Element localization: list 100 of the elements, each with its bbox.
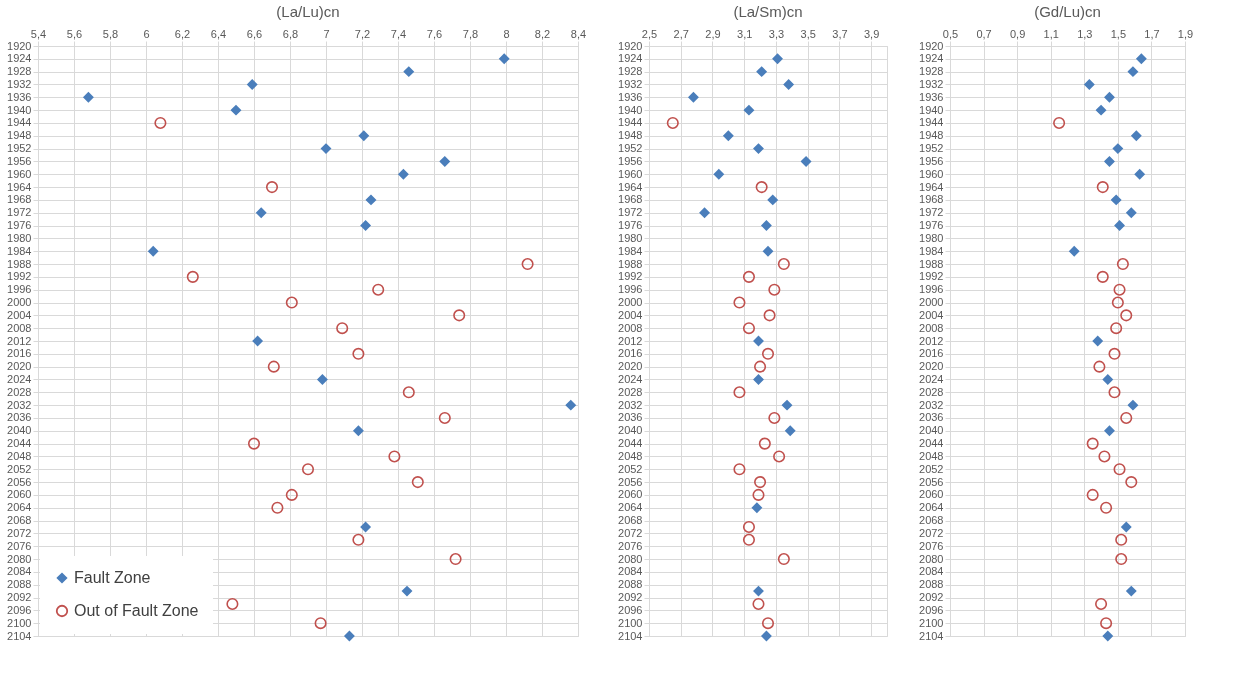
y-tick-label: 1968 bbox=[919, 193, 944, 206]
y-tick-label: 2056 bbox=[919, 475, 944, 488]
y-tick-label: 1940 bbox=[919, 103, 944, 116]
point bbox=[733, 296, 746, 309]
y-tick-label: 1964 bbox=[618, 180, 643, 193]
x-tick-label: 7 bbox=[323, 27, 330, 40]
point bbox=[271, 501, 284, 514]
point bbox=[352, 347, 365, 360]
point bbox=[762, 246, 774, 257]
x-tick-label: 3,1 bbox=[737, 27, 753, 40]
y-tick-label: 1924 bbox=[618, 52, 643, 65]
point bbox=[688, 92, 699, 103]
point bbox=[1098, 450, 1111, 463]
y-tick-label: 2016 bbox=[919, 347, 944, 360]
y-tick-label: 2052 bbox=[919, 462, 944, 475]
point bbox=[1116, 258, 1129, 271]
point bbox=[521, 258, 534, 271]
y-tick-label: 2060 bbox=[919, 488, 944, 501]
y-tick-label: 2008 bbox=[919, 321, 944, 334]
y-tick-label: 1988 bbox=[618, 257, 643, 270]
point bbox=[1108, 347, 1121, 360]
y-tick-label: 1992 bbox=[618, 270, 643, 283]
y-tick-label: 1940 bbox=[618, 103, 643, 116]
point bbox=[1111, 296, 1124, 309]
point bbox=[344, 630, 355, 642]
chart-title: (La/Sm)cn bbox=[733, 3, 803, 20]
y-tick-label: 1976 bbox=[919, 219, 944, 232]
y-tick-label: 2000 bbox=[7, 296, 32, 309]
x-tick-label: 5,8 bbox=[102, 27, 119, 40]
y-tick-label: 1940 bbox=[7, 103, 32, 116]
y-tick-label: 1984 bbox=[7, 244, 32, 257]
y-tick-label: 2020 bbox=[7, 360, 32, 373]
y-tick-label: 2076 bbox=[919, 539, 944, 552]
y-tick-label: 2064 bbox=[618, 501, 643, 514]
y-tick-label: 1980 bbox=[618, 231, 643, 244]
y-tick-label: 2104 bbox=[7, 629, 32, 642]
point bbox=[756, 66, 767, 77]
y-tick-label: 2044 bbox=[919, 437, 944, 450]
point bbox=[301, 463, 315, 476]
point bbox=[1111, 194, 1122, 206]
y-tick-label: 2096 bbox=[7, 603, 32, 616]
point bbox=[1086, 437, 1099, 450]
point bbox=[768, 411, 781, 424]
point bbox=[1096, 270, 1109, 283]
y-tick-label: 2028 bbox=[919, 385, 944, 398]
point bbox=[1069, 246, 1080, 257]
point bbox=[781, 400, 793, 411]
chart-title: (La/Lu)cn bbox=[276, 3, 340, 20]
point bbox=[353, 425, 364, 436]
point bbox=[411, 476, 424, 489]
y-tick-label: 2036 bbox=[7, 411, 32, 424]
point bbox=[1104, 156, 1115, 167]
y-tick-label: 1992 bbox=[919, 270, 944, 283]
y-tick-label: 2104 bbox=[919, 629, 944, 642]
y-tick-label: 1964 bbox=[919, 180, 944, 193]
y-tick-label: 1944 bbox=[618, 116, 643, 129]
x-tick-label: 1,9 bbox=[1177, 27, 1194, 40]
point bbox=[148, 246, 159, 257]
point bbox=[1115, 553, 1128, 566]
point bbox=[1102, 630, 1113, 642]
y-tick-label: 2032 bbox=[618, 398, 643, 411]
point bbox=[247, 437, 261, 450]
point bbox=[1126, 207, 1137, 218]
y-tick-label: 2100 bbox=[618, 616, 643, 629]
x-tick-label: 1,5 bbox=[1110, 27, 1127, 40]
point bbox=[777, 553, 790, 566]
y-tick-label: 2056 bbox=[7, 475, 32, 488]
y-tick-label: 1956 bbox=[919, 154, 944, 167]
x-tick-label: 8,2 bbox=[534, 27, 551, 40]
y-tick-label: 2084 bbox=[618, 565, 643, 578]
y-tick-label: 2012 bbox=[618, 334, 643, 347]
y-tick-label: 2008 bbox=[7, 321, 32, 334]
y-tick-label: 2008 bbox=[618, 321, 643, 334]
point bbox=[285, 488, 298, 501]
y-tick-label: 2024 bbox=[618, 372, 643, 385]
y-tick-label: 2060 bbox=[618, 488, 643, 501]
y-tick-label: 1996 bbox=[919, 283, 944, 296]
x-tick-label: 6,6 bbox=[246, 27, 263, 40]
point bbox=[352, 533, 365, 546]
y-tick-label: 2036 bbox=[919, 411, 944, 424]
y-tick-label: 2016 bbox=[618, 347, 643, 360]
y-tick-label: 1956 bbox=[7, 154, 32, 167]
y-tick-label: 1932 bbox=[618, 77, 643, 90]
y-tick-label: 2040 bbox=[919, 424, 944, 437]
point bbox=[742, 322, 755, 335]
point bbox=[743, 105, 755, 116]
y-tick-label: 2020 bbox=[618, 360, 643, 373]
point bbox=[247, 79, 258, 90]
x-tick-label: 6,8 bbox=[282, 27, 299, 40]
point bbox=[1120, 309, 1133, 322]
point bbox=[1100, 501, 1113, 514]
point bbox=[723, 130, 734, 141]
point bbox=[186, 270, 199, 283]
y-tick-label: 2104 bbox=[618, 629, 643, 642]
point bbox=[1127, 400, 1139, 411]
point bbox=[403, 66, 414, 77]
point bbox=[285, 296, 298, 309]
y-tick-label: 1988 bbox=[919, 257, 944, 270]
y-tick-label: 2084 bbox=[919, 565, 944, 578]
point bbox=[401, 585, 413, 597]
